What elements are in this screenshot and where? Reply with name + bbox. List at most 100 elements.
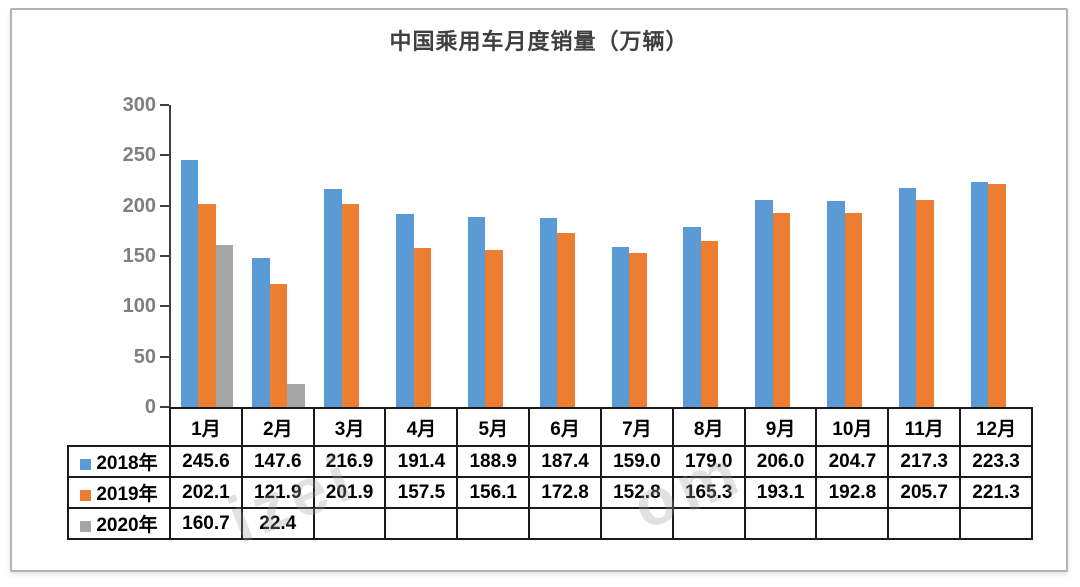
- y-axis-tick: [160, 204, 169, 207]
- value-cell: [312, 507, 387, 540]
- series-name: 2019年: [96, 484, 158, 505]
- bar-2019年-5月: [485, 249, 503, 407]
- table-row-2018年: 2018年 245.6 147.6 216.9 191.4 188.9 187.4 159.0…: [67, 445, 1033, 478]
- bar-slot: [970, 105, 989, 407]
- bar-2018年-2月: [252, 258, 270, 407]
- bar-2019年-10月: [844, 212, 863, 407]
- value-cell: 187.4: [528, 445, 602, 478]
- bar-group-5月: [458, 105, 530, 407]
- value-cell: [599, 507, 674, 540]
- series-label-cell: 2020年: [67, 507, 171, 540]
- bar-slot: [700, 105, 719, 407]
- bar-slot: [359, 105, 377, 407]
- value-cell: 192.8: [815, 476, 890, 509]
- bar-group-7月: [602, 105, 674, 407]
- value-cell: [456, 507, 531, 540]
- bar-2019年-11月: [916, 199, 934, 407]
- bar-slot: [467, 105, 486, 407]
- bar-slot: [413, 105, 432, 407]
- y-axis-tick: [160, 355, 169, 358]
- bar-2018年-4月: [396, 214, 414, 407]
- bar-slot: [180, 105, 199, 407]
- month-header-cell: 9月: [743, 407, 818, 447]
- bar-slot: [790, 105, 808, 407]
- bar-2019年-8月: [700, 240, 719, 407]
- value-cell: 223.3: [959, 445, 1033, 478]
- bar-group-12月: [961, 105, 1033, 407]
- value-cell: 156.1: [456, 476, 531, 509]
- value-cell: 206.0: [743, 445, 818, 478]
- month-header-cell: 12月: [959, 407, 1033, 447]
- bar-group-4月: [386, 105, 458, 407]
- bar-2018年-10月: [827, 200, 845, 407]
- month-header-cell: 11月: [887, 407, 962, 447]
- y-axis-label: 50: [133, 345, 156, 368]
- bar-group-8月: [674, 105, 746, 407]
- bar-slot: [755, 105, 773, 407]
- value-cell: 201.9: [312, 476, 387, 509]
- chart-title: 中国乘用车月度销量（万辆）: [389, 29, 689, 54]
- plot-area: [169, 105, 1033, 407]
- bar-slot: [431, 105, 449, 407]
- bar-slot: [844, 105, 863, 407]
- bar-group-3月: [315, 105, 387, 407]
- value-cell: [528, 507, 602, 540]
- bar-2019年-2月: [269, 284, 288, 407]
- bar-slot: [269, 105, 288, 407]
- bar-2018年-5月: [467, 216, 486, 407]
- bar-2020年-2月: [287, 384, 305, 407]
- bar-slot: [341, 105, 360, 407]
- bar-2019年-7月: [629, 253, 647, 407]
- month-header-cell: 5月: [456, 407, 531, 447]
- value-cell: 121.9: [240, 476, 315, 509]
- bar-slot: [862, 105, 880, 407]
- bar-2018年-3月: [324, 188, 342, 407]
- bar-group-6月: [530, 105, 602, 407]
- y-axis-label: 300: [122, 94, 156, 116]
- bar-slot: [557, 105, 575, 407]
- bar-slot: [683, 105, 701, 407]
- bar-2020年-1月: [215, 245, 234, 407]
- bar-slot: [934, 105, 952, 407]
- month-header-cell: 7月: [599, 407, 674, 447]
- bar-slot: [629, 105, 647, 407]
- value-cell: 193.1: [743, 476, 818, 509]
- month-header-cell: 1月: [169, 407, 243, 447]
- table-row-2020年: 2020年 160.7 22.4: [67, 507, 1033, 540]
- bar-group-10月: [817, 105, 889, 407]
- bar-slot: [647, 105, 665, 407]
- value-cell: 217.3: [887, 445, 962, 478]
- value-cell: 157.5: [384, 476, 459, 509]
- bar-slot: [827, 105, 845, 407]
- bar-group-2月: [243, 105, 315, 407]
- table-corner-cell: [68, 408, 170, 446]
- bar-2019年-1月: [198, 203, 216, 407]
- bar-slot: [718, 105, 736, 407]
- chart-region: 0 50 100 150 200 250 300: [12, 10, 1066, 570]
- bar-slot: [215, 105, 234, 407]
- bar-group-9月: [746, 105, 818, 407]
- value-cell: 216.9: [312, 445, 387, 478]
- value-cell: 204.7: [815, 445, 890, 478]
- series-label-cell: 2019年: [67, 476, 171, 509]
- legend-swatch: [80, 521, 92, 532]
- value-cell: 205.7: [887, 476, 962, 509]
- bar-2019年-4月: [413, 248, 432, 407]
- value-cell: [743, 507, 818, 540]
- table-header-row: 1月 2月 3月 4月 5月 6月 7月 8月 9月 10月 11月 12月: [68, 407, 1033, 447]
- bar-slot: [198, 105, 216, 407]
- value-cell: [671, 507, 746, 540]
- bar-2019年-3月: [341, 203, 360, 407]
- value-cell: 202.1: [169, 476, 243, 509]
- value-cell: 191.4: [384, 445, 459, 478]
- bar-slot: [324, 105, 342, 407]
- bar-slot: [988, 105, 1006, 407]
- bar-2018年-6月: [539, 218, 558, 407]
- y-axis-tick: [160, 406, 169, 408]
- value-cell: [384, 507, 459, 540]
- value-cell: [887, 507, 962, 540]
- table-row-2019年: 2019年 202.1 121.9 201.9 157.5 156.1 172.8 152.8…: [67, 476, 1033, 509]
- value-cell: 188.9: [456, 445, 531, 478]
- series-name: 2020年: [96, 515, 158, 536]
- y-axis-label: 100: [122, 295, 156, 318]
